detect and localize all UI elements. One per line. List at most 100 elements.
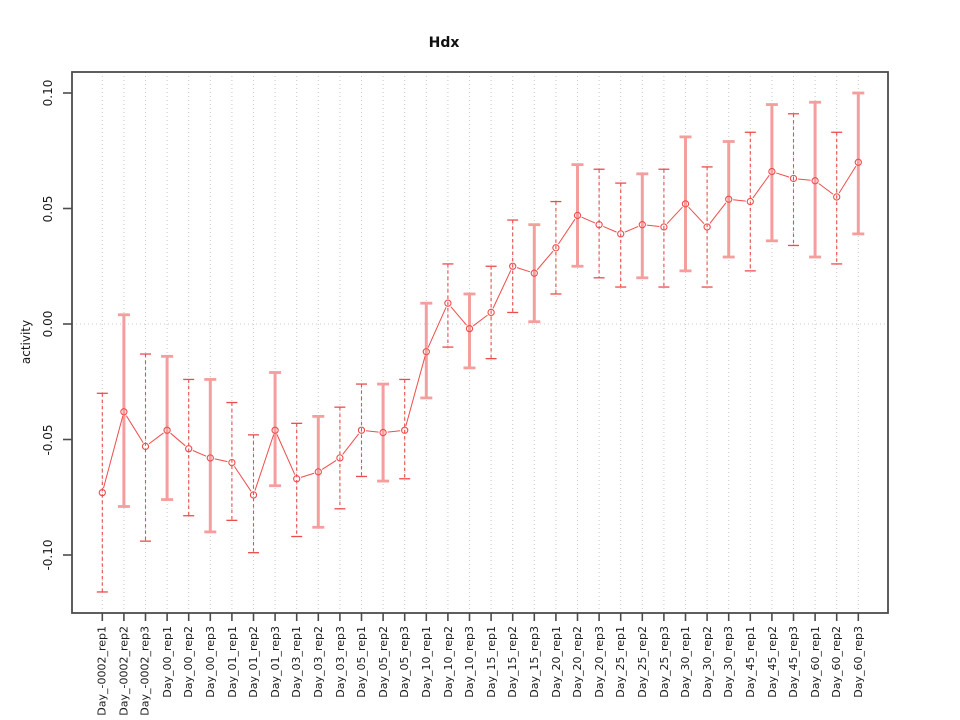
x-tick-label: Day_05_rep2 [376, 626, 390, 698]
x-tick-label: Day_45_rep2 [765, 626, 779, 698]
data-point-marker [617, 230, 625, 238]
data-point-marker [746, 197, 754, 206]
series-line-segment [797, 178, 811, 181]
data-point-marker [206, 454, 214, 462]
x-tick-label: Day_00_rep2 [182, 626, 196, 698]
data-point-marker [228, 458, 236, 467]
series-line-segment [709, 202, 727, 224]
data-point-marker [357, 426, 366, 434]
series-line-segment [233, 466, 252, 492]
data-point-marker [314, 468, 322, 476]
x-tick-label: Day_-0002_rep2 [117, 626, 131, 716]
data-point-marker [509, 262, 517, 270]
series-line-segment [557, 218, 576, 245]
series-line-segment [646, 224, 660, 227]
y-tick-label: 0.10 [41, 79, 55, 107]
series-line-segment [387, 430, 401, 433]
x-tick-label: Day_10_rep2 [441, 626, 455, 698]
data-point-marker [703, 223, 711, 231]
chart-title: Hdx [428, 35, 460, 51]
series-line-segment [365, 430, 379, 433]
x-tick-label: Day_45_rep1 [743, 626, 757, 698]
x-tick-label: Day_01_rep1 [225, 626, 239, 698]
data-point-marker [595, 221, 603, 229]
data-point-marker [336, 454, 344, 462]
data-point-marker [185, 445, 193, 453]
series-line-segment [688, 206, 705, 225]
x-tick-label: Day_30_rep1 [679, 626, 692, 698]
series-line-segment [776, 172, 790, 178]
data-point-marker [638, 221, 646, 229]
data-point-marker [725, 195, 733, 203]
data-point-marker [163, 426, 171, 434]
data-point-marker [141, 442, 150, 451]
data-point-marker [444, 299, 452, 307]
x-tick-label: Day_60_rep2 [830, 626, 844, 698]
series-line-segment [472, 314, 488, 327]
series-line-segment [624, 225, 639, 233]
data-point-marker [854, 158, 862, 166]
x-tick-label: Day_03_rep1 [290, 626, 304, 698]
data-point-marker [573, 211, 582, 220]
series-line-segment [516, 267, 531, 273]
data-point-marker [422, 348, 430, 356]
series-line-segment [733, 199, 746, 202]
x-tick-label: Day_03_rep3 [333, 626, 347, 698]
data-point-marker [487, 308, 495, 317]
series-line-segment [321, 459, 337, 470]
series-line-segment [427, 307, 447, 348]
x-tick-label: Day_-0002_rep1 [95, 626, 109, 716]
series-line-segment [192, 450, 207, 457]
series-line-segment [536, 250, 554, 271]
x-tick-label: Day_00_rep3 [203, 626, 217, 698]
series-line-segment [405, 355, 426, 427]
series-line-segment [818, 183, 834, 195]
y-axis-title: activity [19, 319, 33, 365]
x-tick-label: Day_15_rep1 [484, 626, 498, 698]
data-point-marker [789, 174, 798, 183]
y-tick-label: -0.10 [41, 539, 55, 571]
series-line-segment [450, 306, 467, 326]
data-point-marker [401, 426, 409, 434]
x-tick-label: Day_05_rep1 [355, 626, 368, 698]
series-line-segment [170, 432, 186, 447]
series-line-segment [214, 458, 228, 463]
data-point-marker [465, 324, 474, 333]
x-tick-label: Day_15_rep3 [527, 626, 541, 698]
series-line-segment [102, 415, 124, 489]
plot-border [71, 71, 889, 614]
data-point-marker [833, 193, 841, 201]
data-point-marker [768, 167, 776, 176]
series-line-segment [276, 434, 296, 475]
x-tick-label: Day_25_rep3 [657, 626, 671, 698]
series-line-segment [148, 432, 164, 445]
x-tick-label: Day_00_rep1 [160, 626, 174, 698]
data-point-marker [681, 200, 690, 208]
series-line-segment [838, 165, 857, 194]
x-tick-label: Day_25_rep2 [635, 626, 649, 698]
x-tick-label: Day_20_rep1 [549, 626, 563, 698]
series-line-segment [342, 433, 360, 455]
x-tick-label: Day_-0002_rep3 [139, 626, 152, 716]
y-tick-label: 0.00 [41, 310, 55, 338]
x-tick-label: Day_10_rep3 [463, 626, 476, 698]
series-line-segment [581, 216, 596, 224]
x-tick-label: Day_01_rep2 [247, 626, 260, 698]
x-tick-label: Day_60_rep1 [808, 626, 822, 698]
x-tick-label: Day_25_rep1 [614, 626, 628, 698]
x-tick-label: Day_03_rep2 [311, 626, 325, 698]
data-point-marker [271, 426, 279, 434]
x-tick-label: Day_45_rep3 [787, 626, 800, 698]
data-point-marker [530, 269, 538, 277]
series-line-segment [492, 270, 512, 309]
data-point-marker [379, 428, 387, 437]
series-line-segment [125, 415, 144, 443]
series-line-segment [603, 225, 617, 233]
x-tick-label: Day_05_rep3 [398, 626, 412, 698]
data-point-marker [811, 177, 819, 185]
series-line-segment [300, 472, 315, 478]
series-line-segment [752, 174, 770, 199]
x-tick-label: Day_20_rep3 [592, 626, 606, 698]
